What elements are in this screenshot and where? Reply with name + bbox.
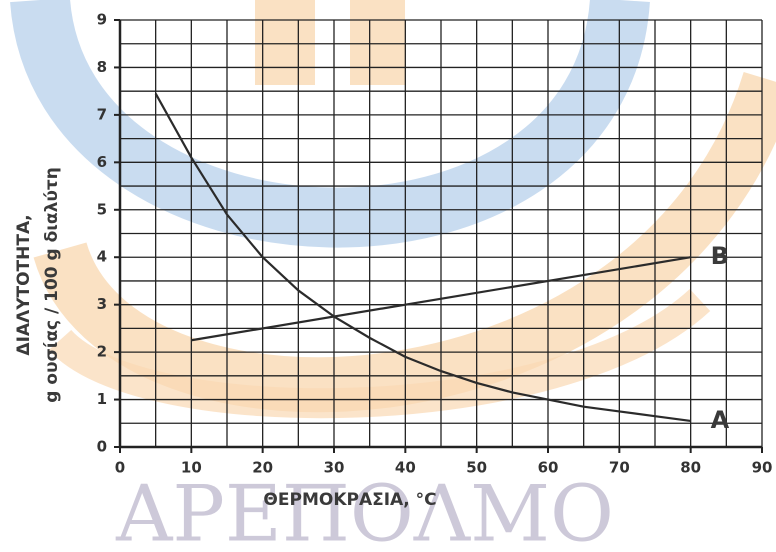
series-label: A xyxy=(711,406,730,434)
x-tick-label: 40 xyxy=(395,459,416,477)
x-tick-label: 60 xyxy=(538,459,559,477)
y-tick-label: 5 xyxy=(97,200,107,218)
y-tick-label: 6 xyxy=(97,153,107,171)
y-tick-label: 4 xyxy=(97,248,107,266)
y-tick-label: 0 xyxy=(97,438,107,456)
x-tick-label: 30 xyxy=(324,459,345,477)
chart: ΑΡΕΠΟΛΜΟ ΘΕΡΜΟΚΡΑΣΙΑ, °C ΔΙΑΛΥΤΟΤΗΤΑ, g … xyxy=(0,0,776,552)
x-axis-title: ΘΕΡΜΟΚΡΑΣΙΑ, °C xyxy=(263,490,436,510)
y-axis-title: ΔΙΑΛΥΤΟΤΗΤΑ, xyxy=(14,214,34,355)
y-axis-title: g ουσίας / 100 g διαλύτη xyxy=(42,167,62,403)
y-tick-label: 7 xyxy=(97,105,107,123)
x-tick-label: 0 xyxy=(115,459,125,477)
watermark: ΑΡΕΠΟΛΜΟ xyxy=(115,470,614,552)
x-tick-label: 10 xyxy=(181,459,202,477)
y-tick-label: 9 xyxy=(97,11,107,29)
x-tick-label: 20 xyxy=(252,459,273,477)
x-tick-label: 50 xyxy=(466,459,487,477)
y-tick-label: 1 xyxy=(97,390,107,408)
x-tick-label: 90 xyxy=(752,459,773,477)
y-tick-label: 2 xyxy=(97,343,107,361)
y-tick-label: 8 xyxy=(97,58,107,76)
series-label: B xyxy=(711,242,729,270)
x-tick-label: 70 xyxy=(609,459,630,477)
y-tick-label: 3 xyxy=(97,295,107,313)
x-tick-label: 80 xyxy=(680,459,701,477)
